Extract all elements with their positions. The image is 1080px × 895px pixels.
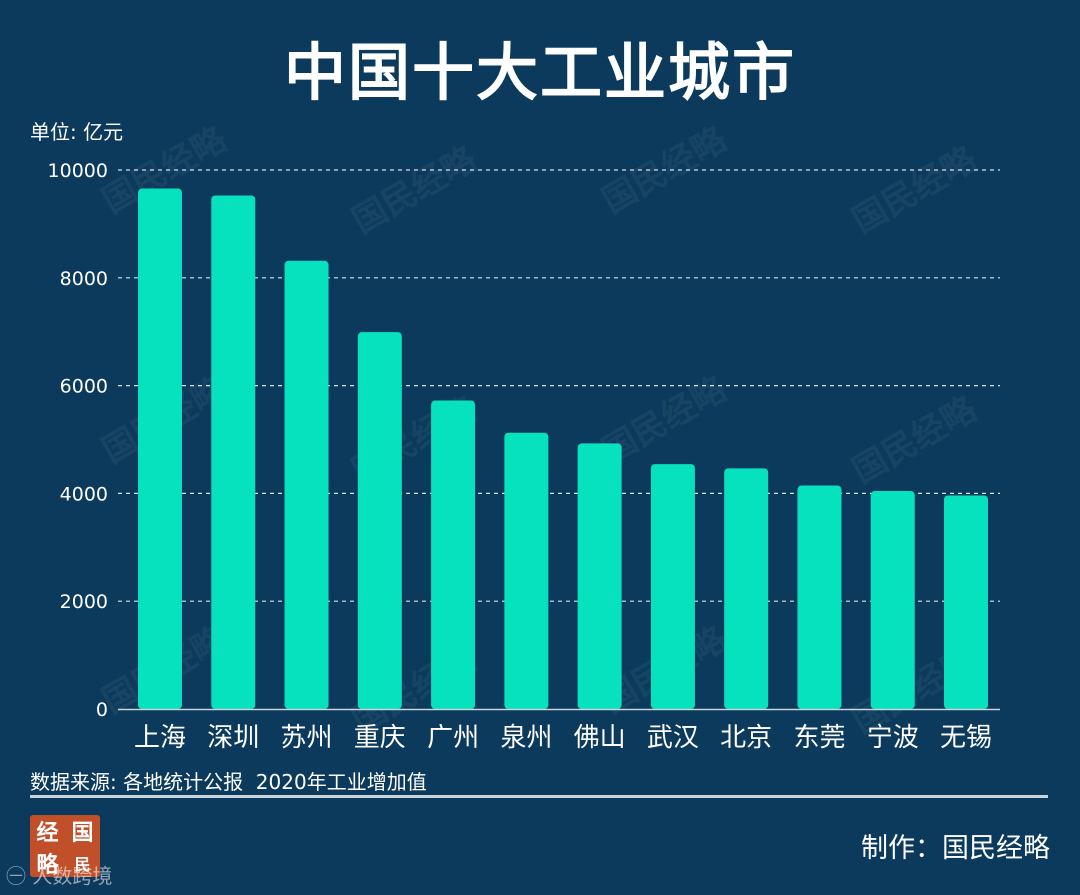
logo-char: 国 [71,820,94,846]
bar-广州 [431,400,476,709]
bar-无锡 [944,495,988,709]
bar-苏州 [284,260,329,709]
y-tick-label: 0 [96,699,108,721]
logo-char: 经 [36,820,59,846]
x-tick-label: 北京 [720,723,772,753]
brand-logo: 经 国 略 民 [30,815,100,878]
y-tick-label: 4000 [60,483,108,505]
watermark-text: 国民经略 [846,389,985,492]
logo-char: 民 [74,855,91,874]
unit-label: 单位: 亿元 [30,120,124,144]
bar-重庆 [357,332,402,709]
y-tick-label: 8000 [60,268,108,290]
x-tick-label: 重庆 [354,723,406,753]
bar-深圳 [211,195,256,709]
x-tick-label: 东莞 [793,723,845,753]
x-tick-label: 武汉 [647,723,699,753]
bar-泉州 [504,432,549,709]
x-tick-label: 深圳 [207,723,259,753]
x-axis-labels: 上海 深圳 苏州 重庆 广州 泉州 佛山 武汉 北京 东莞 宁波 无锡 [134,723,992,753]
x-tick-label: 苏州 [281,723,333,753]
y-tick-label: 6000 [60,376,108,398]
watermark-text: 国民经略 [346,139,485,242]
bar-上海 [138,188,182,709]
x-tick-label: 宁波 [867,723,919,753]
chart-title: 中国十大工业城市 [283,36,796,109]
y-tick-label: 10000 [48,160,108,182]
logo-char: 略 [36,852,59,878]
bar-佛山 [577,443,622,709]
platform-watermark: ㊀ 人数跨境 [6,864,113,888]
bar-宁波 [870,491,915,709]
x-tick-label: 上海 [134,723,186,753]
y-tick-label: 2000 [60,591,108,613]
footer-divider [30,795,1048,798]
gridlines [118,169,1000,602]
watermark-text: 国民经略 [846,139,985,242]
bar-武汉 [650,464,695,709]
data-source-note: 数据来源: 各地统计公报 2020年工业增加值 [30,770,427,794]
bar-东莞 [797,485,842,709]
x-tick-label: 泉州 [500,723,552,753]
bar-北京 [724,468,769,709]
x-tick-label: 佛山 [574,723,626,753]
x-tick-label: 广州 [427,723,479,753]
maker-credit: 制作：国民经略 [861,833,1050,864]
y-axis-ticks: 0 2000 4000 6000 8000 10000 [48,160,108,721]
bars [138,188,988,709]
bar-chart: 国民经略国民经略国民经略国民经略国民经略国民经略国民经略国民经略国民经略国民经略… [48,119,1000,753]
x-tick-label: 无锡 [940,723,992,753]
